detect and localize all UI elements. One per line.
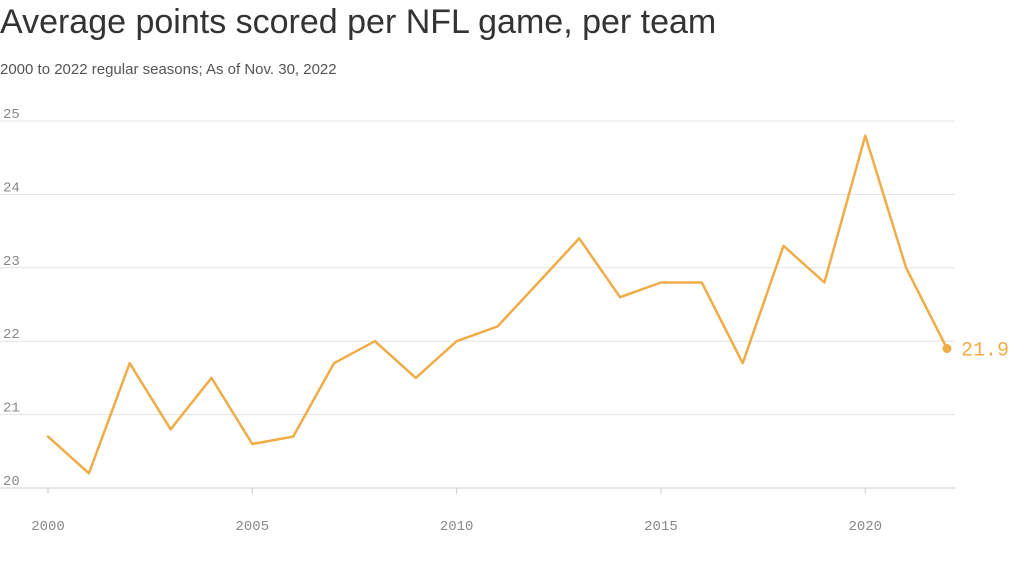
x-tick-label: 2015 <box>644 519 678 535</box>
y-tick-label: 24 <box>3 180 20 196</box>
y-tick-label: 20 <box>3 474 20 490</box>
x-tick-label: 2010 <box>440 519 474 535</box>
chart-subtitle: 2000 to 2022 regular seasons; As of Nov.… <box>0 61 337 78</box>
series-layer: 21.9 <box>46 134 1009 475</box>
gridlines <box>0 120 955 489</box>
y-tick-label: 23 <box>3 254 20 270</box>
series-line <box>46 134 949 475</box>
x-tick-label: 2005 <box>236 519 270 535</box>
y-tick-label: 22 <box>3 327 20 343</box>
axes: 20 21 22 23 24 25 2000 2005 2010 2015 2020 <box>3 107 882 535</box>
y-tick-label: 21 <box>3 401 20 417</box>
x-tick-label: 2000 <box>31 519 65 535</box>
x-tick-label: 2020 <box>848 519 882 535</box>
end-value-label: 21.9 <box>961 340 1009 363</box>
end-point-marker <box>942 344 952 354</box>
chart-title: Average points scored per NFL game, per … <box>0 3 717 41</box>
y-tick-label: 25 <box>3 107 20 123</box>
